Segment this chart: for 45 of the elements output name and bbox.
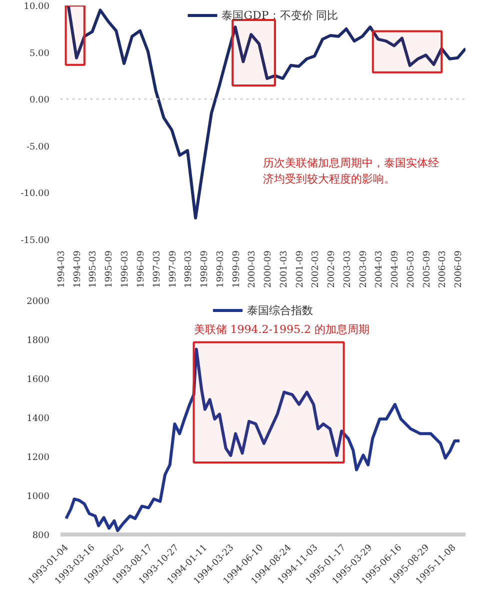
x-tick-label: 1995-09	[104, 250, 115, 288]
legend-label: 泰国GDP：不变价 同比	[222, 8, 338, 22]
x-tick-label: 1999-03	[216, 250, 226, 288]
y-tick-label: 1800	[26, 336, 50, 346]
x-tick-label: 1998-09	[200, 250, 210, 288]
x-tick-label: 2004-03	[374, 250, 385, 288]
x-tick-label: 2005-03	[406, 250, 416, 288]
y-tick-label: -10.00	[20, 189, 50, 200]
x-tick-label: 2001-09	[295, 250, 306, 288]
y-tick-label: 1400	[26, 414, 50, 424]
band-label: 美联储 1994.2-1995.2 的加息周期	[194, 323, 370, 336]
x-tick-label: 1997-09	[168, 250, 178, 288]
x-tick-label: 1994-09	[73, 250, 83, 288]
y-tick-label: 0.00	[29, 96, 50, 106]
line-series	[67, 6, 466, 220]
annotation: 历次美联储加息周期中，泰国实体经济均受到较大程度的影响。	[263, 156, 439, 186]
x-tick-label: 2000-03	[248, 250, 258, 288]
y-tick-label: 2000	[26, 297, 50, 307]
legend-label: 泰国综合指数	[247, 302, 313, 318]
x-tick-label: 2002-03	[311, 250, 322, 288]
x-tick-label: 2006-03	[438, 250, 448, 288]
line-series	[64, 348, 462, 532]
x-tick-label: 2000-09	[264, 250, 274, 288]
y-tick-label: 800	[32, 531, 50, 541]
x-tick-label: 2006-09	[454, 250, 464, 288]
x-tick-label: 1994-03	[57, 250, 67, 288]
x-tick-label: 2003-03	[342, 250, 353, 288]
x-tick-label: 1999-09	[232, 250, 242, 288]
x-tick-label: 1997-03	[152, 250, 162, 288]
y-tick-label: -5.00	[26, 142, 50, 152]
y-tick-label: 1200	[26, 453, 50, 463]
y-tick-label: 10.00	[24, 2, 50, 12]
x-tick-label: 1995-03	[88, 250, 99, 288]
y-tick-label: 5.00	[29, 48, 50, 59]
x-tick-label: 2001-03	[279, 250, 290, 288]
x-tick-label: 1998-03	[184, 250, 194, 288]
x-tick-label: 1996-09	[136, 250, 147, 288]
y-tick-label: -15.00	[20, 236, 50, 246]
y-tick-label: 1000	[26, 492, 50, 502]
x-tick-label: 2003-09	[358, 250, 369, 288]
x-tick-label: 2004-09	[390, 250, 401, 288]
y-tick-label: 1600	[26, 375, 50, 385]
x-tick-label: 2005-09	[422, 250, 432, 288]
x-tick-label: 1996-03	[120, 250, 131, 288]
x-tick-label: 2002-09	[327, 250, 338, 288]
